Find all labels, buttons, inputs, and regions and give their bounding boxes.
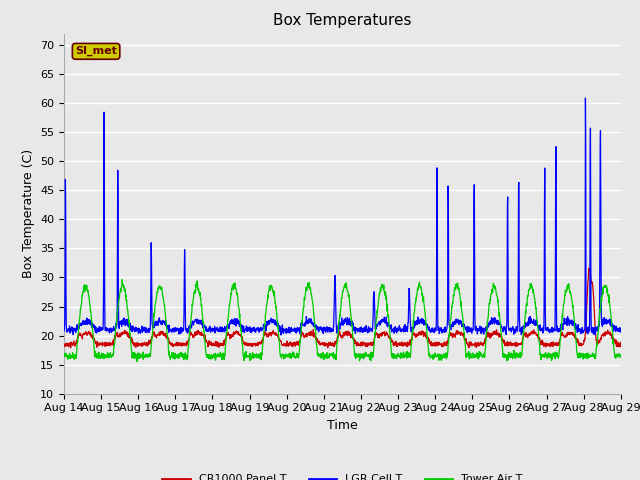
Text: SI_met: SI_met [75, 46, 117, 57]
Legend: CR1000 Panel T, LGR Cell T, Tower Air T: CR1000 Panel T, LGR Cell T, Tower Air T [157, 470, 527, 480]
Y-axis label: Box Temperature (C): Box Temperature (C) [22, 149, 35, 278]
Title: Box Temperatures: Box Temperatures [273, 13, 412, 28]
X-axis label: Time: Time [327, 419, 358, 432]
